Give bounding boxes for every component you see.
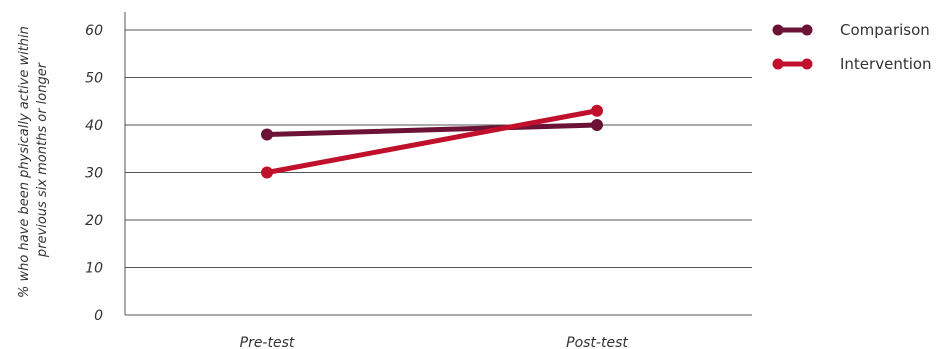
legend-item-comparison: Comparison [772,21,930,39]
legend-swatch-point [801,24,813,36]
legend: Comparison Intervention [772,21,932,73]
series-lines [261,104,603,179]
y-tick-label: 30 [85,166,103,182]
y-tick-label: 20 [85,213,103,229]
y-axis-title: % who have been physically active within… [17,22,50,298]
y-axis-title-line-1: % who have been physically active within [17,26,32,298]
legend-swatch-point [801,58,813,70]
axes [124,12,752,316]
legend-label: Comparison [840,21,930,39]
comparison-point [591,119,603,131]
x-tick-label: Post-test [566,335,628,349]
legend-swatch-point [772,58,784,70]
x-axis-ticks: Pre-test Post-test [240,335,629,349]
legend-label: Intervention [840,55,932,73]
y-tick-label: 60 [85,23,103,39]
comparison-line [264,122,600,137]
comparison-point [261,128,273,141]
legend-item-intervention: Intervention [772,55,932,73]
y-tick-label: 50 [85,71,103,87]
y-axis-ticks: 0 10 20 30 40 50 60 [85,23,103,324]
intervention-point [261,166,273,179]
intervention-line [264,108,600,175]
y-tick-label: 40 [85,118,103,134]
y-tick-label: 10 [85,261,103,277]
legend-swatch-point [772,24,784,36]
intervention-point [591,104,603,117]
y-axis-title-line-2: previous six months or longer [35,61,50,258]
x-tick-label: Pre-test [240,335,295,349]
gridlines [125,29,752,268]
y-tick-label: 0 [94,308,103,324]
